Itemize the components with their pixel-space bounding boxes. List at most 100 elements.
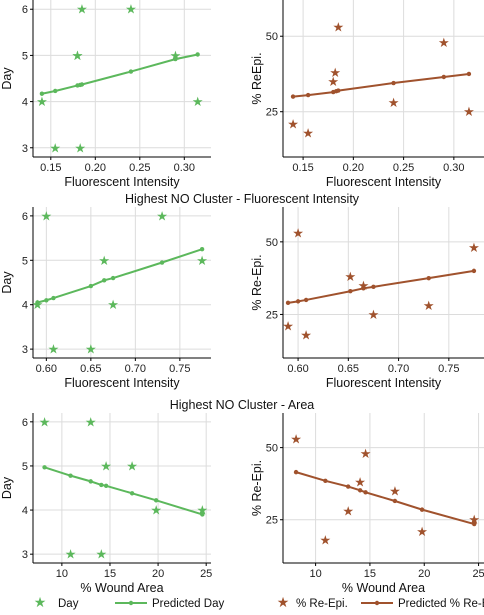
data-point-star: ★ [302,125,314,140]
predicted-point [391,80,396,86]
predicted-line [37,248,203,304]
y-axis-label: % Re-Epi. [250,460,264,516]
x-axis-label: % Wound Area [80,581,163,595]
y-tick-label: 6 [22,4,28,16]
y-axis-label: % ReEpi. [250,52,264,104]
data-point-star: ★ [292,226,304,241]
predicted-point [88,283,94,289]
predicted-point [195,52,200,57]
data-point-star: ★ [49,140,61,155]
data-point-star: ★ [39,414,51,429]
x-tick-label: 0.15 [40,162,61,174]
x-tick-label: 15 [364,568,376,580]
data-point-star: ★ [126,458,138,473]
predicted-point [110,275,116,281]
x-tick-label: 0.70 [125,363,146,375]
y-tick-label: 5 [22,255,28,267]
predicted-point [363,490,368,495]
data-point-star: ★ [76,2,88,17]
y-axis-label: Day [0,476,14,499]
legend-day-label: Day [58,598,79,610]
data-point-star: ★ [416,524,428,539]
x-tick-label: 20 [152,568,164,580]
legend-right: ★ % Re-Epi. Predicted % Re-Epi. [277,594,484,610]
predicted-line [287,269,475,304]
panel-1: 0.15 0.20 0.25 0.30 3 4 5 6 Fluorescent Intensit… [0,0,211,189]
x-tick-label: 25 [200,568,212,580]
y-tick-label: 3 [22,143,28,155]
legend-left: ★ Day Predicted Day [34,594,225,610]
predicted-point [345,484,351,489]
x-tick-label: 0.60 [36,363,57,375]
data-point-star: ★ [72,48,84,63]
y-tick-label: 5 [22,461,28,473]
x-tick-label: 15 [104,568,116,580]
y-tick-label: 25 [266,107,278,119]
legend-predicted-reepi-label: Predicted % Re-Epi. [398,598,484,610]
data-point-star: ★ [196,253,208,268]
predicted-point [295,299,301,304]
predicted-point [159,260,165,265]
predicted-point [102,278,107,283]
x-tick-label: 0.65 [338,363,359,375]
x-axis-label: Fluorescent Intensity [64,175,180,189]
y-tick-label: 25 [266,309,278,321]
panels-group: 0.15 0.20 0.25 0.30 3 4 5 6 Fluorescent Intensit… [0,0,484,595]
data-point-star: ★ [468,240,480,255]
data-point-star: ★ [327,74,339,89]
predicted-point [79,82,85,87]
predicted-point [53,88,58,94]
data-point-star: ★ [342,504,354,519]
data-point-star: ★ [100,458,112,473]
data-point-star: ★ [354,475,366,490]
predicted-point [44,298,49,303]
x-tick-label: 0.25 [129,162,150,174]
data-point-star: ★ [36,94,48,109]
predicted-point [466,71,472,77]
predicted-point [441,74,446,80]
panel-4: 0.60 0.65 0.70 0.75 25 50 Fluorescent Intensit… [250,207,484,390]
data-point-star: ★ [107,297,119,312]
data-point-star: ★ [368,307,380,322]
data-point-star: ★ [95,547,107,562]
y-tick-label: 4 [22,300,28,312]
y-tick-label: 6 [22,417,28,429]
data-point-star: ★ [85,414,97,429]
data-point-star: ★ [150,503,162,518]
predicted-point [129,491,135,496]
y-tick-label: 50 [266,31,278,43]
data-point-star: ★ [290,431,302,446]
y-tick-label: 25 [266,515,278,527]
legend-predicted-reepi-dot [374,600,380,606]
predicted-point [51,295,56,301]
data-point-star: ★ [388,95,400,110]
predicted-point [426,275,431,281]
x-tick-label: 0.20 [343,162,364,174]
y-tick-label: 50 [266,443,278,455]
predicted-point [303,297,309,303]
legend-day-star: ★ [34,594,47,610]
predicted-point [472,521,477,527]
x-tick-label: 0.30 [443,162,464,174]
data-point-star: ★ [300,327,312,342]
data-point-star: ★ [156,208,168,223]
data-point-star: ★ [41,208,53,223]
data-point-star: ★ [170,48,182,63]
predicted-point [471,268,477,274]
x-axis-label: % Wound Area [342,581,425,595]
data-point-star: ★ [360,446,372,461]
data-point-star: ★ [85,342,97,357]
predicted-point [361,286,366,291]
predicted-point [88,479,93,484]
predicted-point [323,478,328,483]
predicted-point [39,91,45,96]
y-tick-label: 5 [22,50,28,62]
data-point-star: ★ [463,104,475,119]
predicted-point [336,88,341,93]
y-tick-label: 50 [266,237,278,249]
data-point-star: ★ [287,116,299,131]
x-tick-label: 10 [309,568,321,580]
predicted-point [199,246,205,252]
data-point-star: ★ [48,342,60,357]
